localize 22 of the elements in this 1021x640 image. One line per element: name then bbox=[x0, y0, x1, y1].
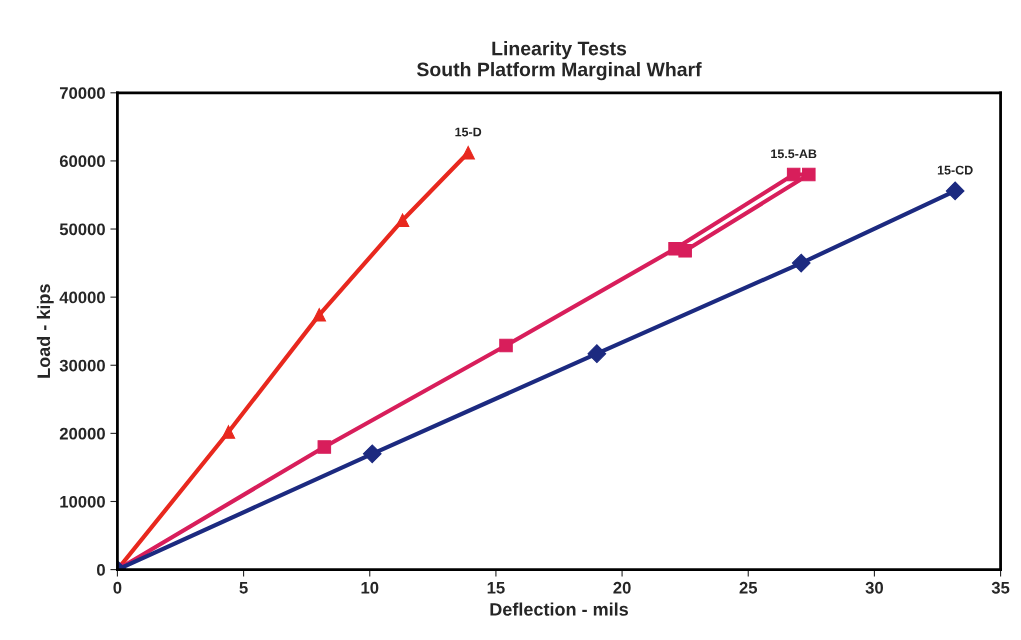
series-label: 15-D bbox=[455, 127, 482, 137]
x-tick-label: 0 bbox=[113, 581, 122, 594]
x-tick-label: 35 bbox=[991, 581, 1010, 594]
x-tick-label: 15 bbox=[487, 582, 505, 594]
y-tick-label: 50000 bbox=[59, 223, 105, 236]
x-tick-label: 10 bbox=[361, 581, 379, 594]
y-tick-label: 70000 bbox=[59, 87, 105, 99]
x-tick-label: 20 bbox=[613, 581, 631, 594]
y-tick-label: 60000 bbox=[59, 155, 105, 168]
y-tick-label: 40000 bbox=[59, 291, 105, 304]
x-tick-label: 5 bbox=[239, 582, 248, 594]
y-tick-label: 0 bbox=[97, 564, 105, 576]
series-label: 15-CD bbox=[937, 165, 973, 175]
x-axis-title: Deflection - mils bbox=[490, 602, 628, 616]
y-tick-label: 20000 bbox=[59, 427, 105, 440]
y-tick-label: 10000 bbox=[60, 495, 105, 508]
chart-title: Linearity Tests South Platform Marginal Wharf bbox=[416, 41, 702, 81]
series-label: 15.5-AB bbox=[771, 149, 817, 159]
y-axis-title: Load - kips bbox=[36, 284, 54, 378]
x-tick-label: 30 bbox=[865, 581, 883, 594]
x-tick-label: 25 bbox=[739, 581, 758, 594]
y-tick-label: 30000 bbox=[59, 359, 105, 372]
